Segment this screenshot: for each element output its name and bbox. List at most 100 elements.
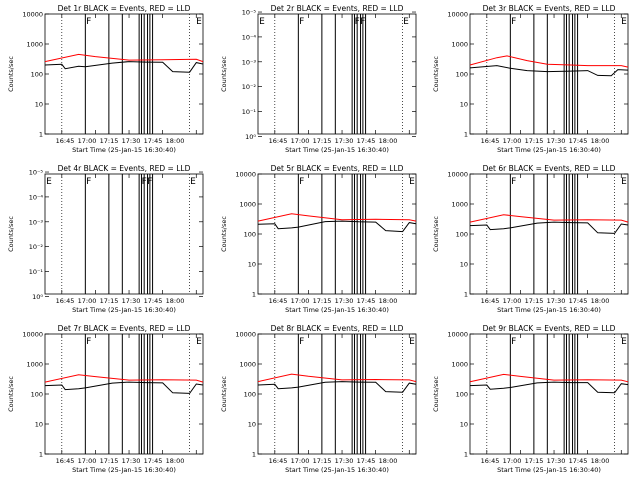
y-tick-label: 10000	[22, 331, 43, 339]
series-line-lld	[257, 373, 417, 383]
x-tick-label: 17:15	[313, 457, 332, 465]
plot-frame	[257, 333, 417, 455]
flag-marker: E	[409, 337, 415, 347]
x-tick-label: 17:30	[547, 457, 566, 465]
x-tick-label: 18:00	[591, 457, 610, 465]
flag-marker: F	[511, 177, 516, 187]
flag-marker: F	[86, 17, 91, 27]
y-tick-label: 10000	[447, 11, 468, 19]
plot-frame	[469, 13, 629, 135]
y-tick-label: 10⁻⁴	[242, 33, 257, 41]
x-tick-label: 17:15	[525, 137, 544, 145]
y-tick-label: 100	[31, 391, 43, 399]
flag-marker: E	[409, 177, 415, 187]
y-tick-label: 10	[248, 421, 256, 429]
x-tick-label: 16:45	[481, 297, 500, 305]
series-line-events	[257, 381, 417, 393]
x-tick-label: 17:30	[547, 297, 566, 305]
y-tick-label: 1	[252, 451, 256, 459]
y-tick-label: 10⁰	[245, 133, 256, 141]
y-axis-label: Counts/sec	[432, 56, 440, 92]
series-line-lld	[469, 55, 629, 68]
series-line-lld	[44, 53, 204, 63]
y-axis-label: Counts/sec	[432, 376, 440, 412]
flag-marker: F	[299, 337, 304, 347]
y-axis-label: Counts/sec	[7, 376, 15, 412]
x-axis-label: Start Time (25-Jan-15 16:30:40)	[72, 146, 176, 154]
x-tick-label: 16:45	[269, 137, 288, 145]
flag-marker: E	[46, 177, 52, 187]
x-tick-label: 18:00	[166, 137, 185, 145]
y-tick-label: 1	[39, 131, 43, 139]
x-axis-label: Start Time (25-Jan-15 16:30:40)	[497, 306, 601, 314]
flag-marker: F	[86, 337, 91, 347]
chart-title: Det 4r BLACK = Events, RED = LLD	[58, 164, 191, 173]
x-tick-label: 17:00	[503, 457, 522, 465]
y-axis-label: Counts/sec	[7, 56, 15, 92]
x-tick-label: 16:45	[481, 137, 500, 145]
y-tick-label: 10000	[447, 171, 468, 179]
flag-marker: F	[360, 17, 365, 27]
x-axis-label: Start Time (25-Jan-15 16:30:40)	[497, 146, 601, 154]
series-line-events	[257, 220, 417, 233]
x-tick-label: 18:00	[591, 297, 610, 305]
y-tick-label: 10⁻⁴	[29, 193, 44, 201]
series-line-events	[469, 381, 629, 394]
x-tick-label: 17:15	[313, 297, 332, 305]
flag-marker: F	[299, 177, 304, 187]
x-tick-label: 17:45	[357, 137, 376, 145]
y-axis-label: Counts/sec	[220, 216, 228, 252]
y-tick-label: 10	[460, 261, 468, 269]
x-tick-label: 17:15	[313, 137, 332, 145]
flag-marker: E	[259, 17, 265, 27]
flag-marker: E	[190, 177, 196, 187]
chart-title: Det 7r BLACK = Events, RED = LLD	[58, 324, 191, 333]
plot-frame	[469, 333, 629, 455]
y-axis-label: Counts/sec	[220, 376, 228, 412]
flag-marker: E	[621, 177, 627, 187]
x-tick-label: 17:30	[122, 457, 141, 465]
x-axis-label: Start Time (25-Jan-15 16:30:40)	[72, 466, 176, 474]
y-tick-label: 10000	[22, 11, 43, 19]
series-line-lld	[44, 374, 204, 383]
series-line-events	[44, 381, 204, 394]
flag-marker: E	[621, 337, 627, 347]
y-tick-label: 10⁻⁵	[29, 169, 44, 177]
x-tick-label: 17:45	[144, 297, 163, 305]
y-tick-label: 10⁻²	[29, 243, 44, 251]
flag-marker: F	[299, 17, 304, 27]
y-tick-label: 1	[39, 451, 43, 459]
y-tick-label: 100	[456, 391, 468, 399]
y-tick-label: 10	[460, 421, 468, 429]
flag-marker: F	[86, 177, 91, 187]
flag-marker: F	[147, 177, 152, 187]
x-tick-label: 17:45	[569, 457, 588, 465]
y-tick-label: 1	[464, 131, 468, 139]
flag-marker: E	[196, 337, 202, 347]
y-tick-label: 100	[456, 71, 468, 79]
y-axis-label: Counts/sec	[7, 216, 15, 252]
y-tick-label: 1000	[239, 361, 256, 369]
y-tick-label: 1000	[451, 361, 468, 369]
x-tick-label: 17:15	[100, 137, 119, 145]
x-tick-label: 18:00	[379, 297, 398, 305]
y-tick-label: 1	[464, 291, 468, 299]
x-tick-label: 18:00	[166, 297, 185, 305]
x-tick-label: 17:00	[78, 457, 97, 465]
y-axis-label: Counts/sec	[432, 216, 440, 252]
x-tick-label: 16:45	[56, 297, 75, 305]
flag-marker: F	[511, 337, 516, 347]
y-tick-label: 10000	[447, 331, 468, 339]
x-axis-label: Start Time (25-Jan-15 16:30:40)	[285, 306, 389, 314]
y-tick-label: 1	[252, 291, 256, 299]
flag-marker: E	[403, 17, 409, 27]
x-tick-label: 16:45	[269, 297, 288, 305]
y-tick-label: 1000	[26, 41, 43, 49]
y-tick-label: 10	[35, 101, 43, 109]
flag-marker: F	[355, 17, 360, 27]
y-tick-label: 10⁻²	[242, 83, 257, 91]
x-tick-label: 17:45	[144, 457, 163, 465]
y-tick-label: 1	[464, 451, 468, 459]
x-tick-label: 17:45	[357, 457, 376, 465]
y-tick-label: 1000	[239, 201, 256, 209]
